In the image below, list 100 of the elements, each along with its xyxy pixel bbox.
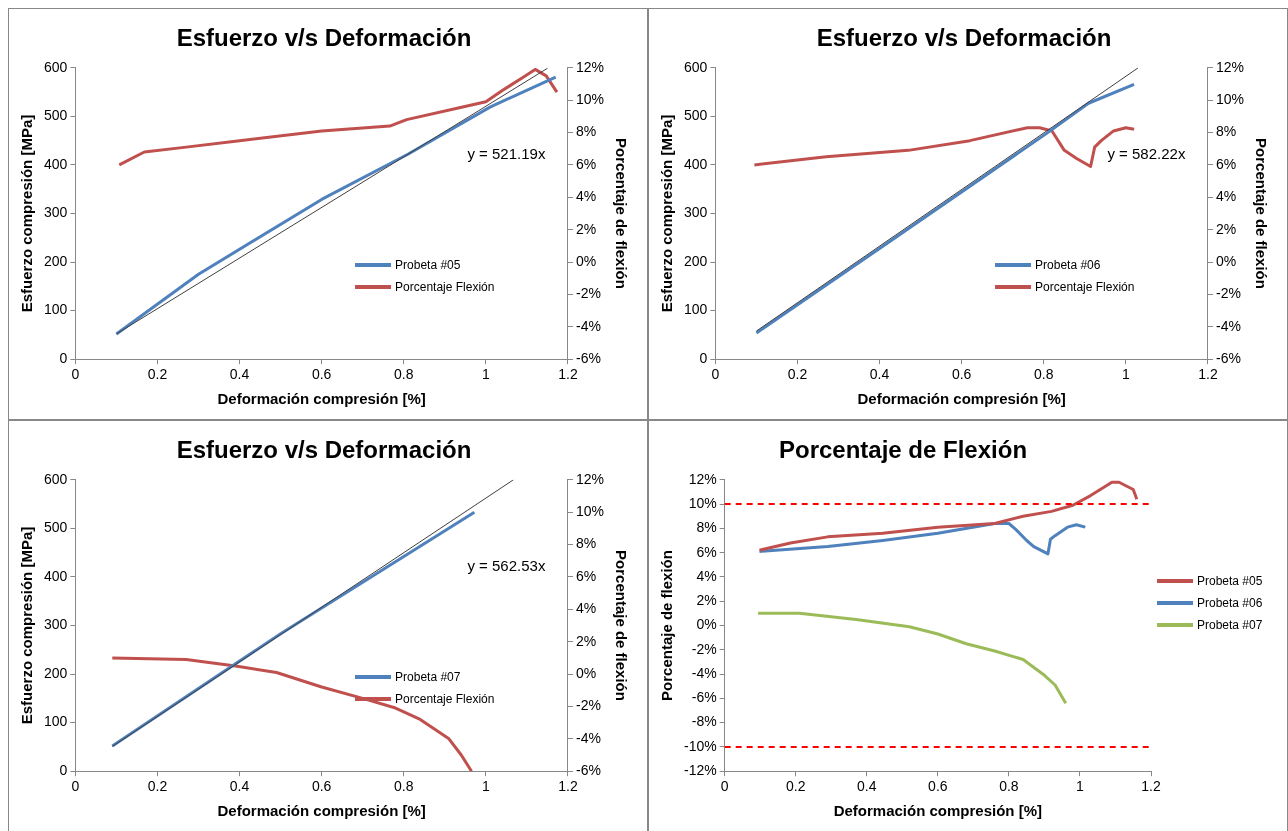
legend-label: Probeta #05 bbox=[395, 257, 461, 275]
y-tick-label: 100 bbox=[44, 301, 68, 318]
y2-tick-label: -4% bbox=[575, 317, 601, 334]
y2-tick-label: -2% bbox=[1215, 285, 1241, 302]
y-tick-label: 0 bbox=[699, 350, 708, 367]
y-tick-label: 0 bbox=[59, 762, 68, 779]
legend-label: Porcentaje Flexión bbox=[395, 279, 495, 297]
y2-tick-label: 4% bbox=[1215, 188, 1237, 205]
y-tick-label: 0% bbox=[696, 616, 717, 633]
y2-tick-label: 2% bbox=[575, 632, 597, 649]
x-tick-label: 0.4 bbox=[869, 366, 890, 383]
y-tick-label: 600 bbox=[44, 58, 68, 75]
x-tick-label: 0 bbox=[720, 778, 729, 795]
y2-tick-label: 12% bbox=[1215, 58, 1245, 75]
x-tick-label: 1.2 bbox=[1141, 778, 1161, 795]
y2-tick-label: 10% bbox=[1215, 91, 1245, 108]
legend-label: Probeta #05 bbox=[1197, 572, 1263, 590]
y-tick-label: 400 bbox=[44, 155, 68, 172]
x-tick-label: 0.2 bbox=[787, 366, 808, 383]
x-tick-label: 1.2 bbox=[1198, 366, 1218, 383]
legend-label: Probeta #07 bbox=[1197, 616, 1263, 634]
y-tick-label: 500 bbox=[44, 107, 68, 124]
x-tick-label: 1 bbox=[1121, 366, 1130, 383]
y2-tick-label: 0% bbox=[575, 664, 597, 681]
y2-tick-label: 0% bbox=[1215, 252, 1237, 269]
x-tick-label: 0.6 bbox=[928, 778, 948, 795]
y-tick-label: 100 bbox=[44, 713, 68, 730]
y-tick-label: 300 bbox=[44, 204, 68, 221]
y2-axis-title: Porcentaje de flexión bbox=[612, 138, 630, 289]
x-tick-label: 0.4 bbox=[229, 778, 250, 795]
y-tick-label: -12% bbox=[684, 762, 717, 779]
y-tick-label: 6% bbox=[696, 543, 717, 560]
y2-tick-label: 2% bbox=[1215, 220, 1237, 237]
y2-tick-label: 12% bbox=[575, 58, 605, 75]
annotation: y = 521.19x bbox=[467, 145, 546, 163]
x-tick-label: 0.6 bbox=[951, 366, 972, 383]
y2-tick-label: 4% bbox=[575, 188, 597, 205]
y-tick-label: 200 bbox=[44, 664, 68, 681]
y2-tick-label: 6% bbox=[575, 567, 597, 584]
x-axis-title: Deformación compresión [%] bbox=[217, 390, 426, 408]
y-tick-label: 200 bbox=[44, 252, 68, 269]
y-tick-label: 2% bbox=[696, 592, 717, 609]
y2-tick-label: 8% bbox=[1215, 123, 1237, 140]
x-tick-label: 1 bbox=[481, 366, 490, 383]
x-tick-label: 0.8 bbox=[394, 366, 414, 383]
x-tick-label: 0.6 bbox=[311, 366, 332, 383]
x-tick-label: 1 bbox=[1076, 778, 1085, 795]
y2-tick-label: 2% bbox=[575, 220, 597, 237]
x-tick-label: 0.2 bbox=[147, 778, 168, 795]
legend-label: Porcentaje Flexión bbox=[395, 691, 495, 709]
y2-tick-label: 10% bbox=[575, 503, 605, 520]
y2-tick-label: 6% bbox=[1215, 155, 1237, 172]
y-axis-title: Esfuerzo compresión [MPa] bbox=[658, 114, 676, 313]
y2-axis-title: Porcentaje de flexión bbox=[612, 550, 630, 701]
y-axis-title: Esfuerzo compresión [MPa] bbox=[18, 526, 36, 725]
annotation: y = 582.22x bbox=[1107, 145, 1186, 163]
y2-tick-label: 4% bbox=[575, 600, 597, 617]
legend-label: Probeta #06 bbox=[1035, 257, 1101, 275]
y2-tick-label: -6% bbox=[575, 350, 601, 367]
y-axis-title: Esfuerzo compresión [MPa] bbox=[18, 114, 36, 313]
y2-tick-label: 0% bbox=[575, 252, 597, 269]
x-tick-label: 0.2 bbox=[786, 778, 806, 795]
chart-title: Esfuerzo v/s Deformación bbox=[816, 24, 1112, 52]
y-tick-label: -8% bbox=[691, 713, 717, 730]
y-tick-label: -4% bbox=[691, 664, 717, 681]
legend-label: Probeta #07 bbox=[395, 669, 461, 687]
y-tick-label: 600 bbox=[44, 470, 68, 487]
y2-tick-label: -2% bbox=[575, 697, 601, 714]
x-axis-title: Deformación compresión [%] bbox=[857, 390, 1066, 408]
y-tick-label: 400 bbox=[44, 567, 68, 584]
x-tick-label: 0 bbox=[71, 366, 80, 383]
y-tick-label: 300 bbox=[684, 204, 708, 221]
chart-title: Esfuerzo v/s Deformación bbox=[176, 436, 472, 464]
y-axis-title: Porcentaje de flexión bbox=[658, 550, 676, 701]
y2-tick-label: 8% bbox=[575, 535, 597, 552]
y2-tick-label: 12% bbox=[575, 470, 605, 487]
y-tick-label: 500 bbox=[44, 519, 68, 536]
y2-tick-label: -4% bbox=[1215, 317, 1241, 334]
x-tick-label: 0.8 bbox=[999, 778, 1019, 795]
y-tick-label: -10% bbox=[684, 737, 717, 754]
x-tick-label: 0.6 bbox=[311, 778, 332, 795]
legend-label: Porcentaje Flexión bbox=[1035, 279, 1135, 297]
y-tick-label: 0 bbox=[59, 350, 68, 367]
y2-tick-label: -6% bbox=[1215, 350, 1241, 367]
x-tick-label: 1.2 bbox=[558, 778, 578, 795]
x-tick-label: 0.8 bbox=[394, 778, 414, 795]
legend-label: Probeta #06 bbox=[1197, 594, 1263, 612]
y2-tick-label: 8% bbox=[575, 123, 597, 140]
x-tick-label: 0 bbox=[71, 778, 80, 795]
y2-tick-label: -4% bbox=[575, 729, 601, 746]
y2-tick-label: -6% bbox=[575, 762, 601, 779]
y-tick-label: -6% bbox=[691, 689, 717, 706]
chart-title: Porcentaje de Flexión bbox=[778, 436, 1028, 464]
y-tick-label: 10% bbox=[688, 494, 717, 511]
y-tick-label: 400 bbox=[684, 155, 708, 172]
y-tick-label: 600 bbox=[684, 58, 708, 75]
y-tick-label: 500 bbox=[684, 107, 708, 124]
x-tick-label: 0.4 bbox=[229, 366, 250, 383]
x-tick-label: 1 bbox=[481, 778, 490, 795]
x-tick-label: 0.2 bbox=[147, 366, 168, 383]
